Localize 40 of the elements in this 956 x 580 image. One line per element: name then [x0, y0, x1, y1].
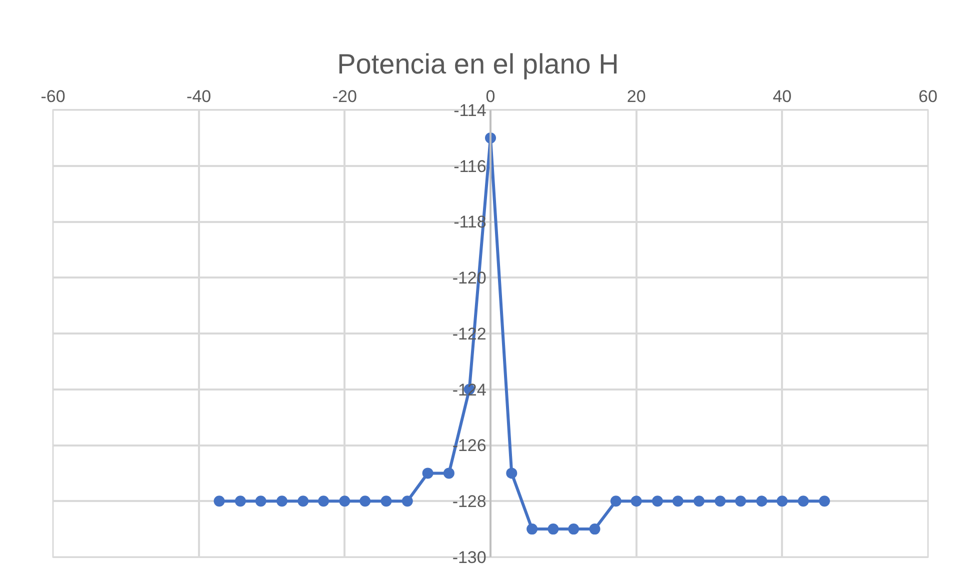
point [776, 496, 788, 507]
point [380, 496, 392, 507]
x-tick-label: 0 [486, 87, 496, 106]
point [255, 496, 266, 507]
point [506, 468, 518, 479]
point [234, 496, 246, 507]
point [798, 496, 809, 507]
x-tick-label: -60 [40, 87, 66, 106]
point [818, 496, 830, 507]
x-tick-label: 60 [918, 87, 938, 106]
y-tick-label: -116 [454, 156, 486, 176]
x-tick-label: 20 [626, 87, 646, 106]
point [756, 496, 768, 507]
point [422, 468, 434, 479]
point [735, 496, 746, 507]
point [568, 524, 580, 535]
point [610, 496, 622, 507]
point [548, 524, 559, 535]
point [652, 496, 663, 507]
point [318, 496, 330, 507]
point [694, 496, 705, 507]
y-tick-label: -114 [454, 100, 486, 120]
point [526, 524, 538, 535]
point [402, 496, 413, 507]
point [630, 496, 642, 507]
point [276, 496, 288, 507]
chart-title: Potencia en el plano H [337, 48, 619, 80]
point [443, 468, 454, 479]
y-tick-label: -130 [452, 548, 486, 567]
point [214, 496, 225, 507]
point [672, 496, 684, 507]
y-tick-label: -128 [452, 492, 486, 512]
point [589, 524, 600, 535]
point [339, 496, 350, 507]
x-tick-label: 40 [772, 87, 792, 106]
point [298, 496, 309, 507]
point [714, 496, 726, 507]
x-tick-label: -40 [186, 87, 212, 106]
x-tick-label: -20 [332, 87, 357, 106]
point [360, 496, 371, 507]
